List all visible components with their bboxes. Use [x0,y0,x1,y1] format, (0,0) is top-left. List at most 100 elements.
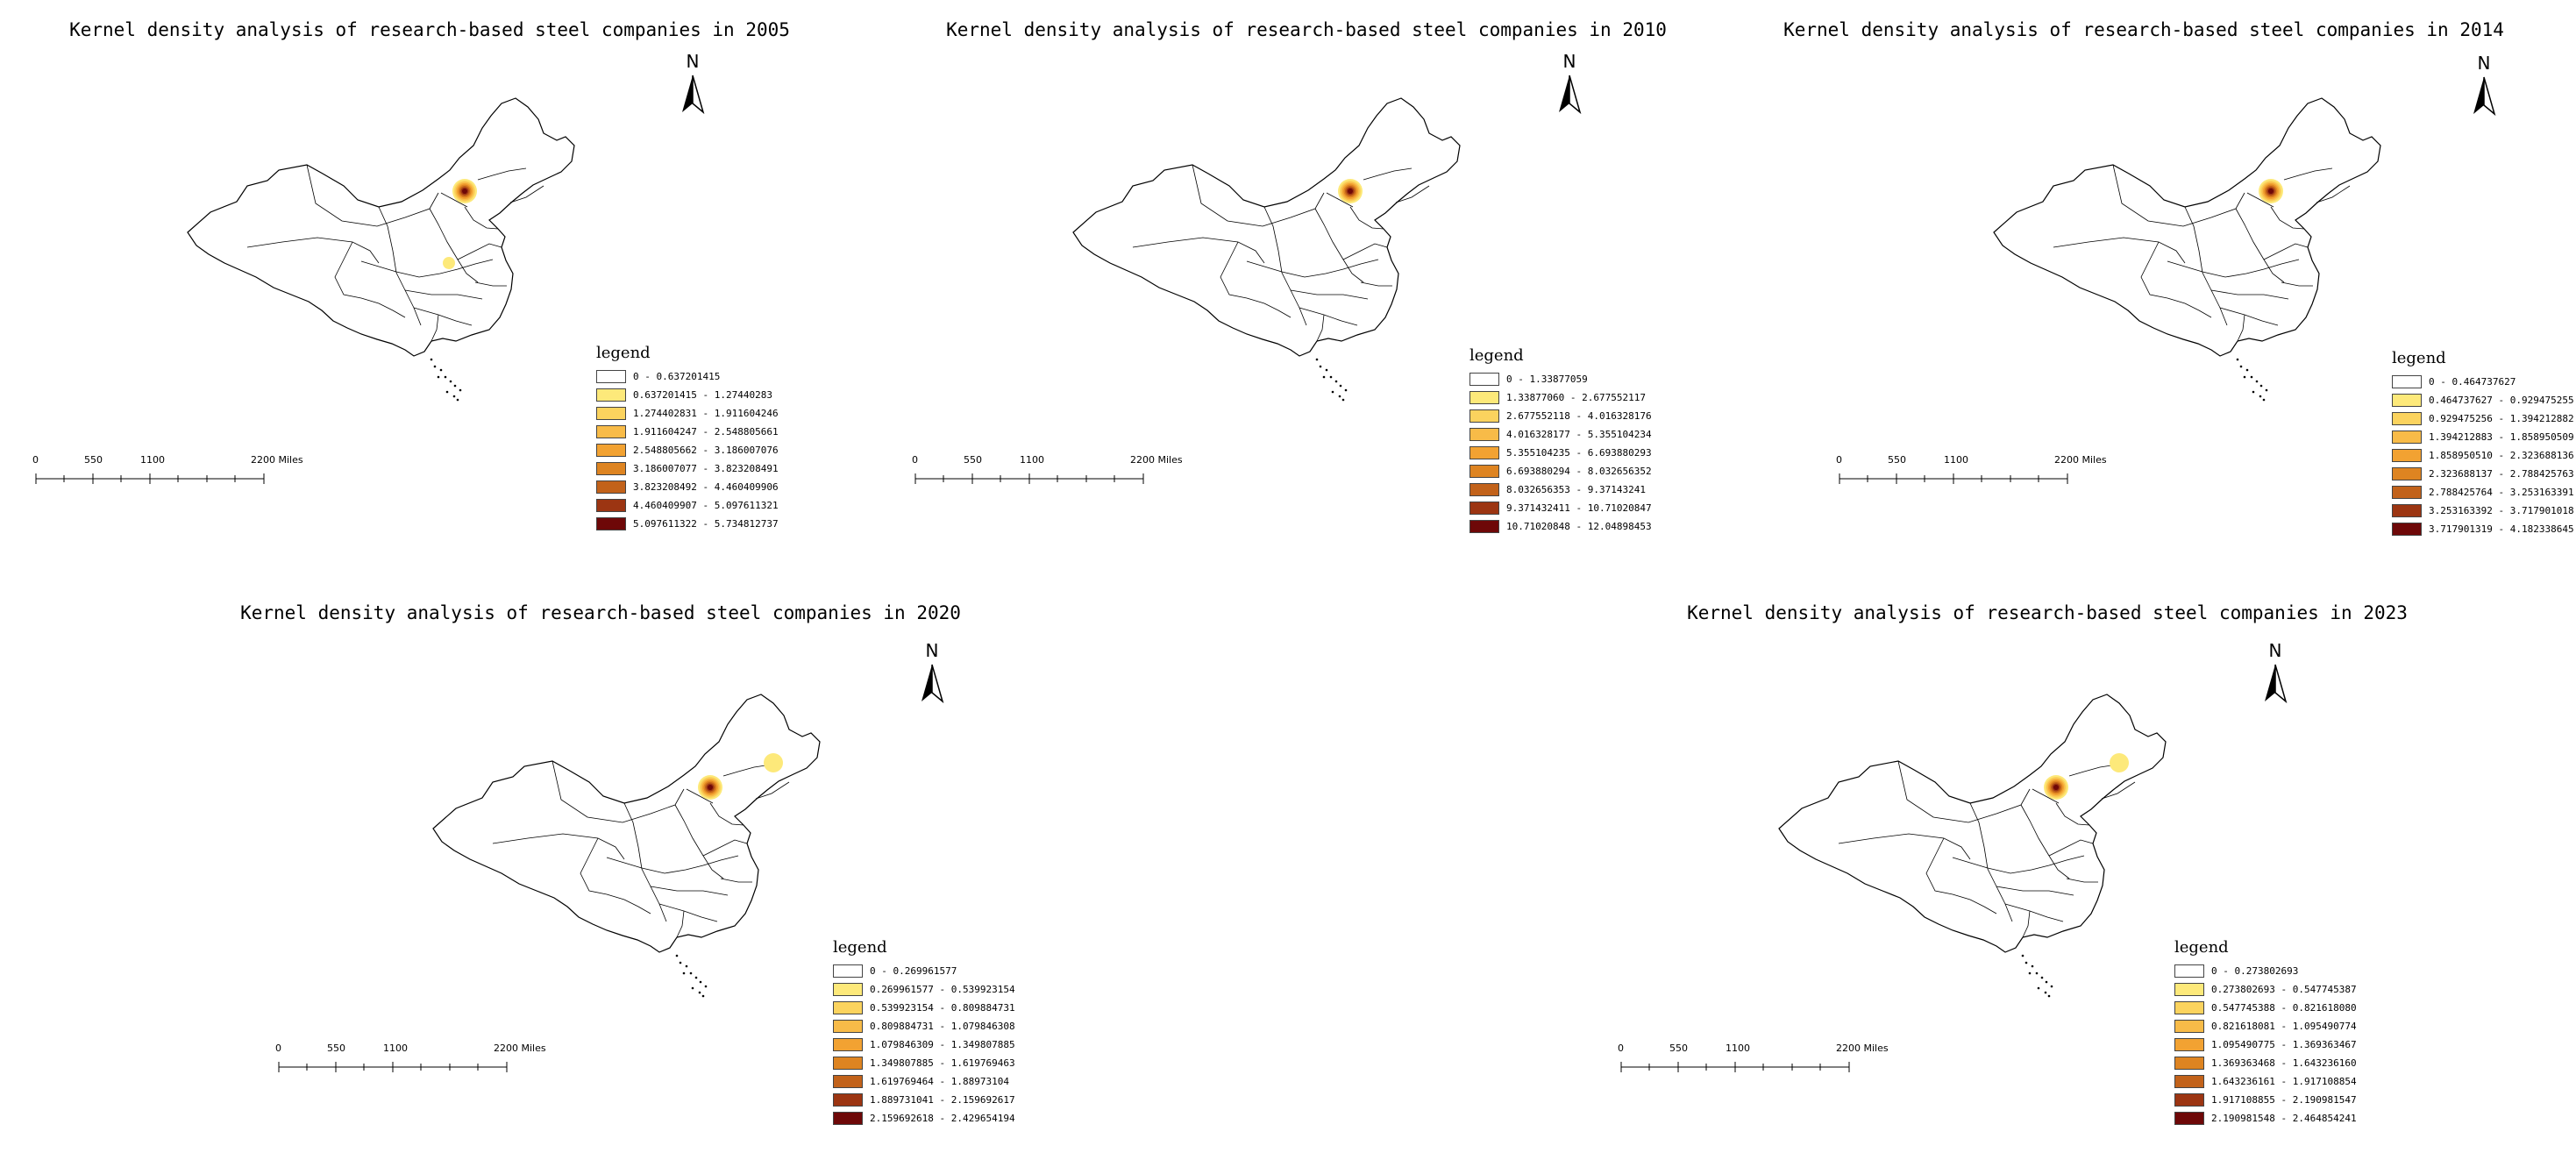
province-boundary [2140,241,2168,299]
legend-swatch [2174,1074,2204,1088]
legend-swatch [2174,1037,2204,1051]
legend-row: 2.323688137 - 2.788425763 [2392,465,2576,482]
legend-swatch [2174,1056,2204,1070]
island-dot [430,358,433,361]
province-boundary [1360,281,1392,287]
legend-swatch [2392,522,2422,536]
legend-range-label: 9.371432411 - 10.71020847 [1506,502,1652,514]
density-hotspot-beijing [698,775,722,800]
legend: legend 0 - 0.269961577 0.269961577 - 0.53… [833,938,1061,1128]
legend-row: 3.186007077 - 3.823208491 [596,459,824,477]
island-dot [2265,388,2268,392]
province-boundary [1246,259,1379,278]
legend-swatch [833,982,863,996]
north-label: N [686,51,700,72]
island-dot [2021,954,2025,957]
legend-range-label: 1.274402831 - 1.911604246 [633,407,779,419]
legend-swatch [596,461,626,475]
province-boundary [1220,241,1248,299]
island-dot [2028,971,2032,975]
legend-swatch [2392,411,2422,425]
island-dot [2259,384,2263,388]
legend-range-label: 1.394212883 - 1.858950509 [2429,431,2574,443]
legend-range-label: 1.889731041 - 2.159692617 [870,1093,1015,1106]
legend-row: 0 - 0.273802693 [2174,962,2402,979]
legend-range-label: 0.809884731 - 1.079846308 [870,1020,1015,1032]
legend-range-label: 0 - 0.637201415 [633,370,721,382]
legend-range-label: 0.929475256 - 1.394212882 [2429,412,2574,424]
legend-range-label: 0.464737627 - 0.929475255 [2429,394,2574,406]
island-dot [2255,380,2259,383]
province-boundary [1290,289,1369,300]
legend-range-label: 3.186007077 - 3.823208491 [633,462,779,474]
province-boundary [1363,167,1413,181]
legend-swatch [1469,519,1499,533]
legend-range-label: 10.71020848 - 12.04898453 [1506,520,1652,532]
legend-range-label: 1.619769464 - 1.88973104 [870,1075,1009,1087]
legend-row: 0 - 1.33877059 [1469,370,1697,388]
scale-bar-line [914,473,1144,484]
province-boundary [606,855,739,874]
scale-label-0: 0 [275,1043,281,1054]
density-ring [443,257,455,269]
island-dot [439,368,443,372]
legend-row: 0 - 0.637201415 [596,367,824,385]
province-boundary [1952,893,1997,914]
legend-swatch [833,1092,863,1107]
legend-row: 1.079846309 - 1.349807885 [833,1035,1061,1053]
north-arrow-icon [1559,75,1582,115]
legend-swatch [2392,466,2422,480]
province-boundary [404,289,483,300]
scale-label-1100: 1100 [1726,1043,1750,1054]
province-boundary [2020,804,2070,879]
scale-label-0: 0 [1836,454,1842,466]
legend-swatch [2174,1111,2204,1125]
scale-bar: 0 550 1100 2200 Miles [1618,1043,1889,1086]
legend-row: 3.253163392 - 3.717901018 [2392,502,2576,519]
legend-row: 0.539923154 - 0.809884731 [833,999,1061,1016]
legend-row: 1.274402831 - 1.911604246 [596,404,824,422]
country-outline [432,694,821,953]
north-arrow-icon [682,75,705,115]
province-boundary [1838,833,1971,860]
scale-bar-line [278,1062,508,1072]
legend-swatch [833,1000,863,1014]
country-outline [1778,694,2167,953]
island-dot [2025,961,2028,964]
island-dot [1339,384,1342,388]
province-boundary [2281,281,2313,287]
country-outline [1993,97,2381,357]
scale-label-0: 0 [1618,1043,1624,1054]
province-boundary [2048,839,2094,857]
legend-range-label: 1.079846309 - 1.349807885 [870,1038,1015,1050]
north-arrow-icon [2473,76,2496,117]
legend-row: 3.823208492 - 4.460409906 [596,478,824,495]
island-dot [2047,994,2051,998]
density-hotspot-beijing [452,179,477,203]
legend-swatch [833,1019,863,1033]
legend-swatch [596,369,626,383]
legend-swatch [596,388,626,402]
legend-row: 10.71020848 - 12.04898453 [1469,517,1697,535]
legend-range-label: 3.717901319 - 4.182338645 [2429,523,2574,535]
legend-rows: 0 - 0.273802693 0.273802693 - 0.547745387… [2174,962,2402,1127]
island-dot [701,994,705,998]
legend-range-label: 2.190981548 - 2.464854241 [2211,1112,2357,1124]
legend-range-label: 0 - 1.33877059 [1506,373,1588,385]
density-ring [1348,189,1353,194]
map-panel-2010: Kernel density analysis of research-base… [877,0,1736,561]
province-boundary [1349,206,1384,230]
scale-bar-line [35,473,265,484]
legend-range-label: 1.095490775 - 1.369363467 [2211,1038,2357,1050]
density-hotspot-beijing [1338,179,1363,203]
island-dot [1329,375,1333,379]
island-dot [2035,971,2039,975]
map-panel-2023: Kernel density analysis of research-base… [1587,583,2446,1144]
north-arrow: N [914,640,950,719]
density-hotspot-northeast [764,753,783,772]
north-arrow: N [1552,51,1587,130]
scale-bar-line [1839,473,2068,484]
scale-label-2200: 2200 Miles [1836,1043,1889,1054]
legend-range-label: 0.269961577 - 0.539923154 [870,983,1015,995]
province-boundary [1132,237,1265,264]
